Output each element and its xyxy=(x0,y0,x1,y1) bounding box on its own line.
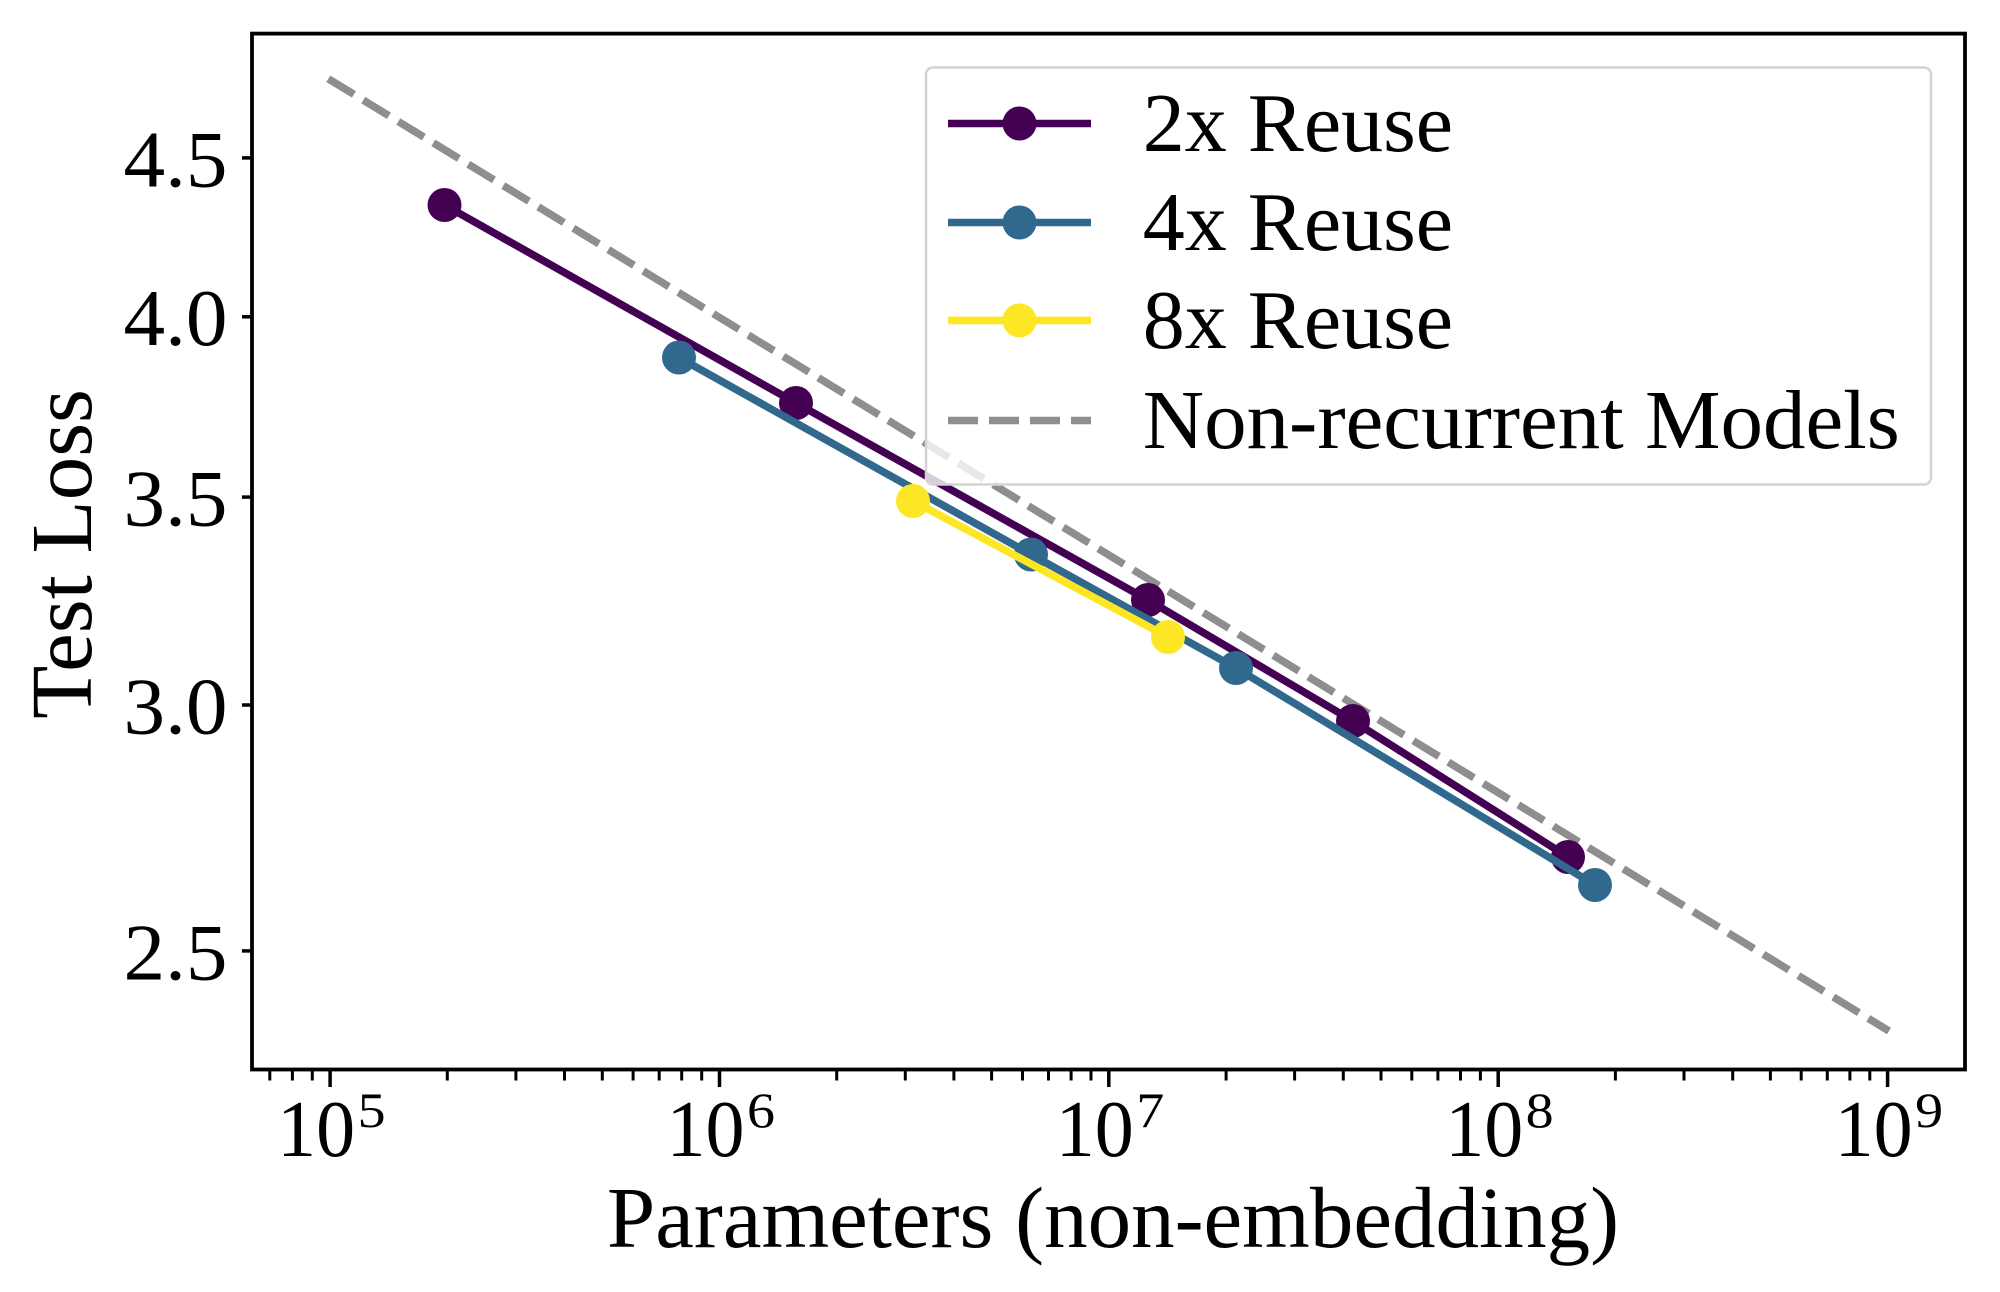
svg-text:5: 5 xyxy=(358,1082,386,1138)
svg-text:7: 7 xyxy=(1136,1082,1164,1138)
svg-text:8: 8 xyxy=(1526,1082,1554,1138)
svg-text:4x Reuse: 4x Reuse xyxy=(1143,176,1453,269)
svg-text:3.0: 3.0 xyxy=(124,663,228,751)
svg-text:4.5: 4.5 xyxy=(124,116,228,204)
svg-text:9: 9 xyxy=(1915,1082,1943,1138)
svg-text:10: 10 xyxy=(1835,1086,1913,1174)
svg-text:10: 10 xyxy=(1056,1086,1134,1174)
svg-text:2.5: 2.5 xyxy=(124,909,228,997)
svg-text:Test Loss: Test Loss xyxy=(13,389,110,719)
svg-text:10: 10 xyxy=(277,1086,355,1174)
svg-text:Parameters (non-embedding): Parameters (non-embedding) xyxy=(607,1169,1619,1266)
svg-text:4.0: 4.0 xyxy=(124,275,228,363)
svg-text:8x Reuse: 8x Reuse xyxy=(1143,274,1453,367)
svg-text:6: 6 xyxy=(747,1082,775,1138)
svg-text:3.5: 3.5 xyxy=(124,456,228,544)
svg-text:10: 10 xyxy=(1445,1086,1523,1174)
svg-text:Non-recurrent Models: Non-recurrent Models xyxy=(1143,374,1900,467)
svg-text:2x Reuse: 2x Reuse xyxy=(1143,77,1453,170)
svg-text:10: 10 xyxy=(667,1086,745,1174)
